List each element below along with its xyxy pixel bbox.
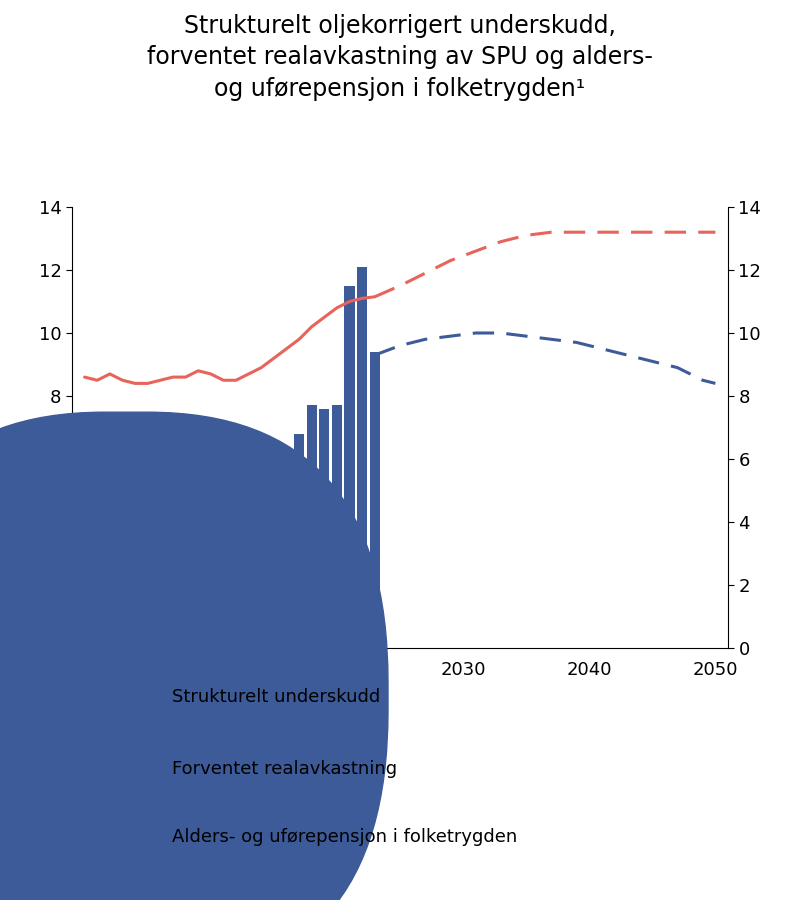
Bar [357,266,367,648]
Bar [256,491,266,648]
Bar [193,493,203,648]
Bar [218,512,229,648]
Bar [79,610,90,648]
Bar [344,286,354,648]
Bar [142,566,153,648]
Bar [370,352,380,648]
Bar [243,491,254,648]
Bar [306,405,317,648]
Bar [118,554,128,648]
Bar [206,497,216,648]
Bar [155,570,166,648]
Bar [168,570,178,648]
Bar [231,509,241,648]
Bar [294,434,304,648]
Text: Alders- og uførepensjon i folketrygden: Alders- og uførepensjon i folketrygden [172,828,518,846]
Bar [332,405,342,648]
Bar [105,560,115,648]
Bar [130,554,140,648]
Bar [180,566,190,648]
Text: Forventet realavkastning: Forventet realavkastning [172,760,397,778]
Bar [92,601,102,648]
Text: Strukturelt oljekorrigert underskudd,
forventet realavkastning av SPU og alders-: Strukturelt oljekorrigert underskudd, fo… [147,14,653,101]
Bar [269,491,279,648]
Bar [282,459,292,648]
Bar [319,409,330,648]
Text: Strukturelt underskudd: Strukturelt underskudd [172,688,380,706]
